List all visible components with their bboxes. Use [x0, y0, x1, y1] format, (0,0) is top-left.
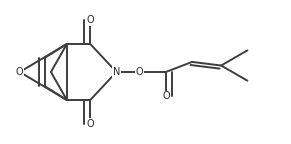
Text: O: O — [86, 15, 94, 25]
Text: O: O — [136, 67, 143, 77]
Text: O: O — [162, 91, 170, 102]
Text: N: N — [113, 67, 120, 77]
Text: O: O — [16, 67, 24, 77]
Text: O: O — [86, 119, 94, 129]
